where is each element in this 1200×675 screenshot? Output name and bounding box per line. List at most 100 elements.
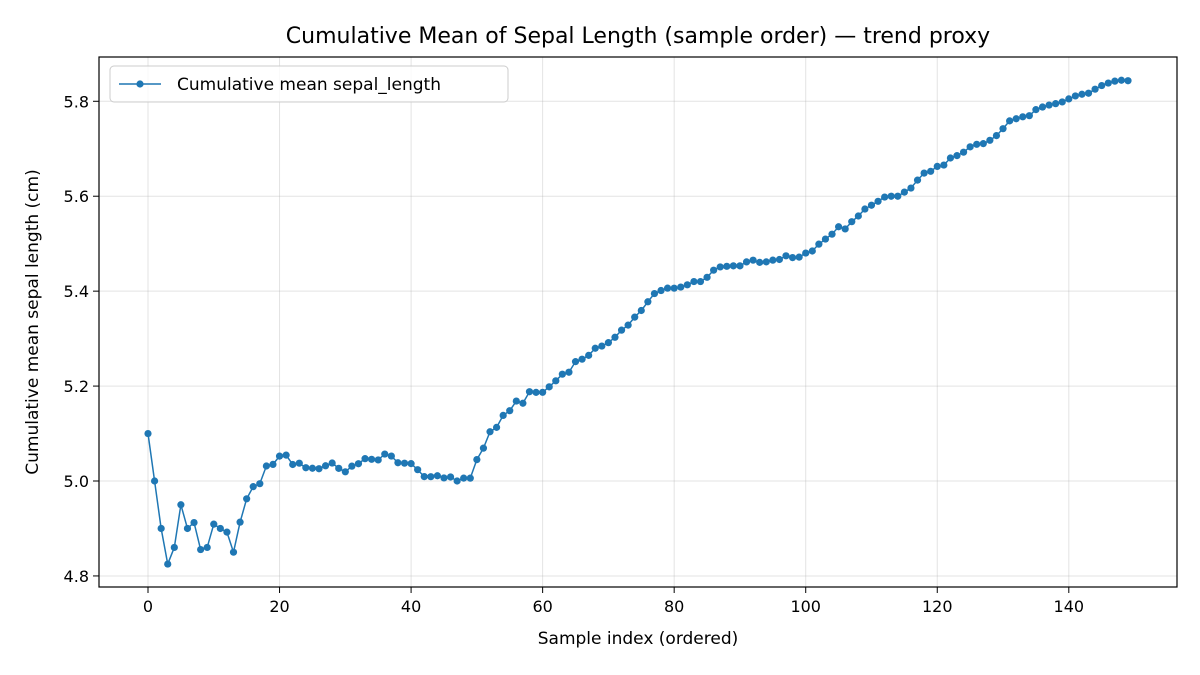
data-point: [828, 230, 836, 238]
data-point: [677, 283, 685, 291]
data-point: [1065, 95, 1073, 103]
data-point: [460, 474, 468, 482]
data-point: [190, 518, 198, 527]
data-point: [1012, 115, 1020, 123]
data-point: [782, 252, 790, 260]
data-point: [183, 524, 192, 533]
x-tick-label: 20: [269, 597, 289, 616]
data-point: [591, 344, 599, 352]
data-point: [940, 161, 948, 169]
data-point: [657, 286, 665, 295]
data-point: [650, 289, 659, 298]
data-point: [1104, 79, 1112, 87]
data-point: [808, 247, 816, 255]
data-point: [762, 258, 770, 266]
data-point: [506, 407, 514, 415]
data-point: [249, 483, 257, 491]
data-point: [177, 501, 185, 509]
data-point: [525, 388, 534, 396]
data-point: [913, 176, 922, 184]
data-point: [381, 450, 389, 458]
data-point: [821, 235, 830, 243]
x-tick-label: 100: [790, 597, 821, 616]
data-point: [203, 543, 211, 552]
data-point: [723, 262, 731, 270]
data-point: [427, 473, 435, 481]
data-point: [841, 225, 849, 233]
data-point: [394, 459, 402, 467]
data-point: [1098, 81, 1106, 90]
data-point: [519, 399, 527, 407]
data-point: [1045, 101, 1053, 109]
data-point: [644, 298, 652, 306]
data-point: [848, 218, 856, 226]
data-point: [229, 548, 238, 556]
data-point: [716, 263, 724, 271]
y-tick-label: 5.0: [64, 472, 89, 491]
data-point: [216, 524, 224, 533]
x-axis-label: Sample index (ordered): [538, 629, 739, 649]
y-tick-label: 5.2: [64, 377, 89, 396]
data-point: [973, 140, 981, 148]
data-point: [328, 459, 336, 467]
data-point: [1032, 106, 1040, 114]
data-point: [664, 284, 672, 292]
data-point: [637, 306, 645, 315]
data-point: [585, 351, 593, 359]
data-point: [335, 464, 343, 472]
series-layer: [144, 76, 1132, 568]
data-point: [1052, 100, 1060, 108]
data-point: [788, 253, 797, 262]
data-point: [308, 464, 317, 472]
data-point: [999, 125, 1007, 133]
data-point: [854, 212, 862, 220]
data-point: [539, 388, 547, 396]
data-point: [1091, 85, 1099, 93]
data-point: [302, 464, 310, 472]
data-point: [414, 466, 422, 474]
data-point: [986, 136, 994, 144]
data-point: [920, 169, 928, 177]
data-point: [210, 520, 218, 528]
data-point: [440, 474, 448, 482]
data-point: [532, 388, 540, 396]
data-point: [624, 321, 632, 329]
data-point: [1038, 103, 1047, 111]
data-point: [512, 397, 520, 405]
data-point: [552, 377, 560, 385]
data-point: [966, 143, 974, 151]
data-point: [946, 154, 955, 162]
data-point: [927, 167, 935, 175]
data-point: [1078, 90, 1086, 98]
data-point: [887, 192, 895, 200]
legend-marker-swatch: [136, 80, 144, 88]
data-point: [400, 459, 409, 467]
data-point: [197, 545, 205, 554]
data-point: [144, 429, 152, 438]
data-point: [275, 452, 284, 460]
data-point: [150, 477, 159, 485]
data-point: [433, 472, 441, 480]
data-point: [466, 474, 474, 482]
data-point: [558, 370, 566, 378]
data-point: [979, 140, 987, 148]
data-point: [453, 477, 461, 485]
data-point: [407, 460, 415, 468]
x-tick-label: 40: [401, 597, 421, 616]
data-point: [499, 411, 507, 420]
data-point: [473, 456, 481, 464]
data-point: [170, 543, 178, 552]
legend-box: [109, 65, 509, 103]
data-point: [223, 528, 231, 536]
data-point: [835, 223, 843, 231]
data-point: [696, 277, 705, 286]
data-point: [1058, 98, 1066, 106]
data-point: [446, 473, 455, 481]
data-point: [565, 368, 573, 376]
y-tick-label: 5.8: [64, 92, 89, 111]
y-axis-ticks: 4.8 5.0 5.2 5.4 5.6 5.8: [64, 92, 99, 586]
data-point: [874, 197, 882, 205]
data-point: [545, 383, 553, 391]
